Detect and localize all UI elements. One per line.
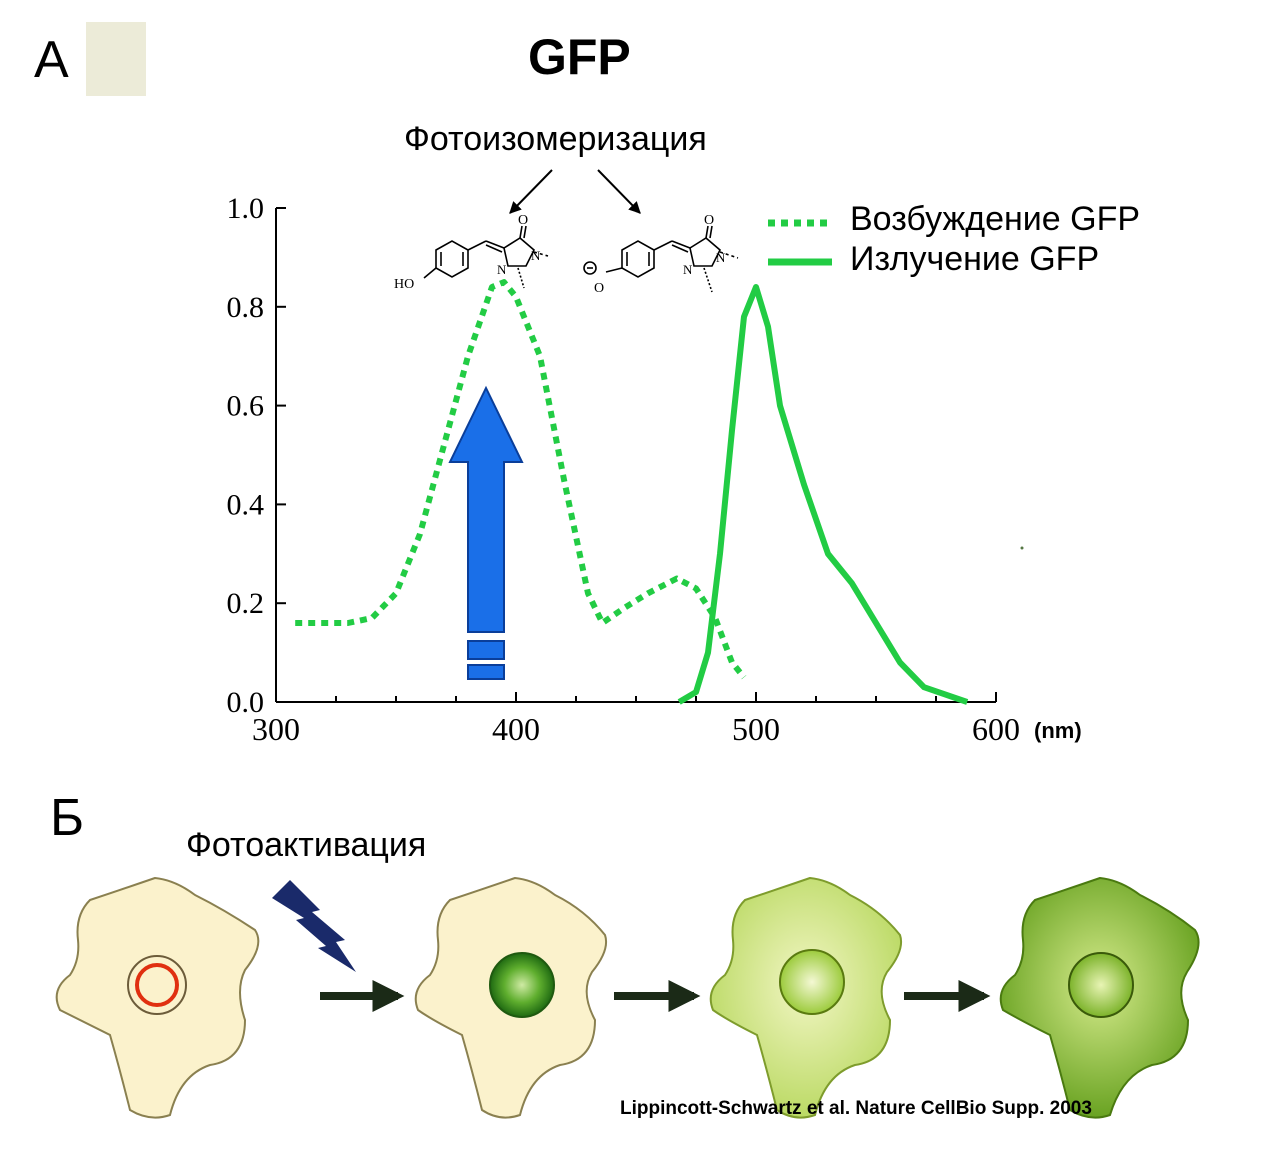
chem-n3: N (716, 250, 726, 265)
citation: Lippincott-Schwartz et al. Nature CellBi… (620, 1098, 1092, 1119)
excitation-arrow (448, 385, 524, 680)
cell-3-nucleus (779, 949, 845, 1015)
panel-b-label: Б (50, 789, 85, 847)
chem-n1: N (531, 248, 541, 263)
x-tick-label: 600 (972, 711, 1020, 747)
chromophore-anionic (583, 225, 739, 293)
chart-title: GFP (528, 29, 631, 85)
y-tick-label: 0.8 (227, 291, 265, 324)
y-tick-label: 0.6 (227, 390, 265, 423)
cell-1-nucleus-ring (135, 963, 179, 1007)
photoactivation-label: Фотоактивация (186, 826, 427, 864)
x-tick-label: 500 (732, 711, 780, 747)
isomerization-arrow-right (597, 169, 641, 214)
cell-4-nucleus (1068, 952, 1134, 1018)
y-tick-label: 0.4 (227, 488, 265, 521)
cell-sequence (55, 876, 1200, 1119)
chem-n2: N (497, 262, 507, 277)
chem-n4: N (683, 262, 693, 277)
legend-emission-label: Излучение GFP (850, 240, 1100, 278)
chem-o-anion: O (594, 281, 604, 296)
chem-o3: O (704, 213, 714, 228)
panel-a-label: A (34, 31, 69, 89)
photoisomerization-label: Фотоизомеризация (404, 120, 707, 158)
x-unit-label: (nm) (1034, 718, 1082, 743)
axes (275, 208, 996, 703)
legend-excitation-label: Возбуждение GFP (850, 200, 1141, 238)
stray-dot (1020, 546, 1024, 550)
x-tick-label: 300 (252, 711, 300, 747)
chromophore-neutral (423, 225, 549, 289)
y-tick-label: 0.2 (227, 587, 265, 620)
chem-ho: HO (394, 277, 414, 292)
x-tick-label: 400 (492, 711, 540, 747)
y-tick-label: 0.0 (227, 686, 265, 719)
isomerization-arrow-left (509, 169, 553, 214)
cell-2-nucleus (489, 952, 555, 1018)
label-swatch (86, 22, 146, 96)
y-tick-label: 1.0 (227, 192, 265, 225)
excitation-series-line (295, 279, 747, 680)
chem-o1: O (518, 213, 528, 228)
tick-labels: 0.0 0.2 0.4 0.6 0.8 1.0 300 400 500 600 (227, 192, 1021, 747)
tick-marks (275, 207, 997, 703)
series-layer (295, 279, 969, 705)
spectrum-chart: 0.0 0.2 0.4 0.6 0.8 1.0 300 400 500 600 HO O N N (227, 169, 1024, 747)
emission-series-line (677, 284, 969, 705)
lightning-icon (272, 880, 356, 972)
